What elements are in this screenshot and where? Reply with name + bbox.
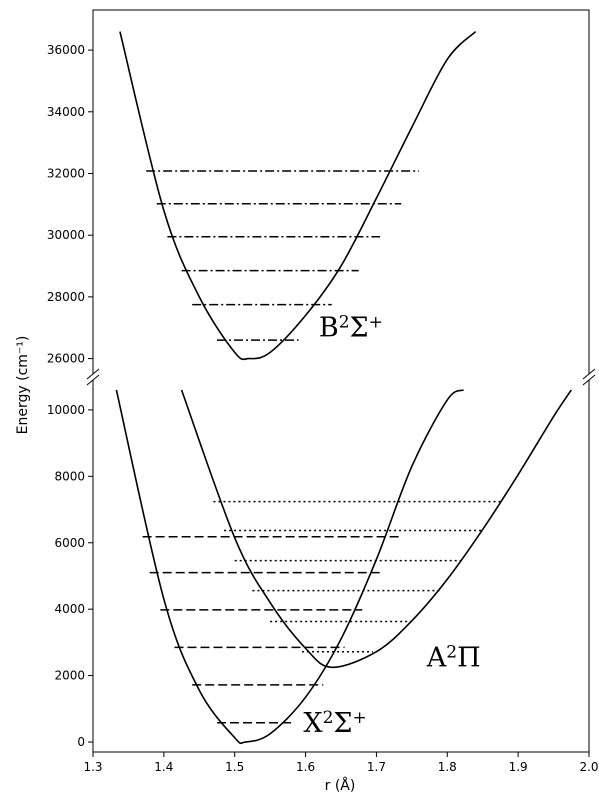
axis-break-mark-right-upper <box>582 368 596 380</box>
x-tick-label-5: 1.8 <box>438 760 457 774</box>
y-axis-title: Energy (cm⁻¹) <box>15 336 31 435</box>
lower-y-tick-label-1: 2000 <box>54 669 85 683</box>
upper-y-tick-label-0: 26000 <box>47 352 85 366</box>
state-label-2: B2Σ+ <box>319 313 383 344</box>
upper-y-tick-label-3: 32000 <box>47 166 85 180</box>
lower-axes-frame <box>92 380 590 753</box>
x-axis-title: r (Å) <box>325 777 356 794</box>
lower-panel <box>115 389 572 745</box>
upper-panel <box>119 31 477 361</box>
lower-y-tick-label-0: 0 <box>77 735 85 749</box>
axis-break-mark-left-upper <box>86 368 100 380</box>
potential-curve-1 <box>180 389 572 669</box>
upper-y-tick-label-1: 28000 <box>47 290 85 304</box>
upper-axes-frame <box>92 9 590 374</box>
upper-y-tick-label-2: 30000 <box>47 228 85 242</box>
axes-layer: 26000 28000 30000 32000 34000 36000 0 2000 4000 6… <box>47 9 599 774</box>
x-tick-label-7: 2.0 <box>579 760 598 774</box>
x-tick-label-4: 1.7 <box>367 760 386 774</box>
state-label-1: A2Π <box>426 642 481 673</box>
labels-layer: X2Σ+ A2Π B2Σ+ <box>303 313 480 739</box>
x-tick-label-1: 1.4 <box>154 760 173 774</box>
x-tick-label-6: 1.9 <box>509 760 528 774</box>
state-label-0: X2Σ+ <box>303 708 366 739</box>
lower-y-tick-label-2: 4000 <box>54 602 85 616</box>
upper-y-tick-label-4: 34000 <box>47 105 85 119</box>
potential-curve-0 <box>115 389 464 745</box>
lower-y-tick-label-3: 6000 <box>54 536 85 550</box>
x-tick-label-2: 1.5 <box>225 760 244 774</box>
x-tick-label-3: 1.6 <box>296 760 315 774</box>
lower-y-tick-label-4: 8000 <box>54 469 85 483</box>
lower-y-tick-label-5: 10000 <box>47 403 85 417</box>
potential-curve-2 <box>119 31 477 361</box>
x-tick-label-0: 1.3 <box>83 760 102 774</box>
axis-break-mark-left-lower <box>86 374 100 386</box>
axis-break-mark-right-lower <box>582 374 596 386</box>
upper-y-tick-label-5: 36000 <box>47 43 85 57</box>
